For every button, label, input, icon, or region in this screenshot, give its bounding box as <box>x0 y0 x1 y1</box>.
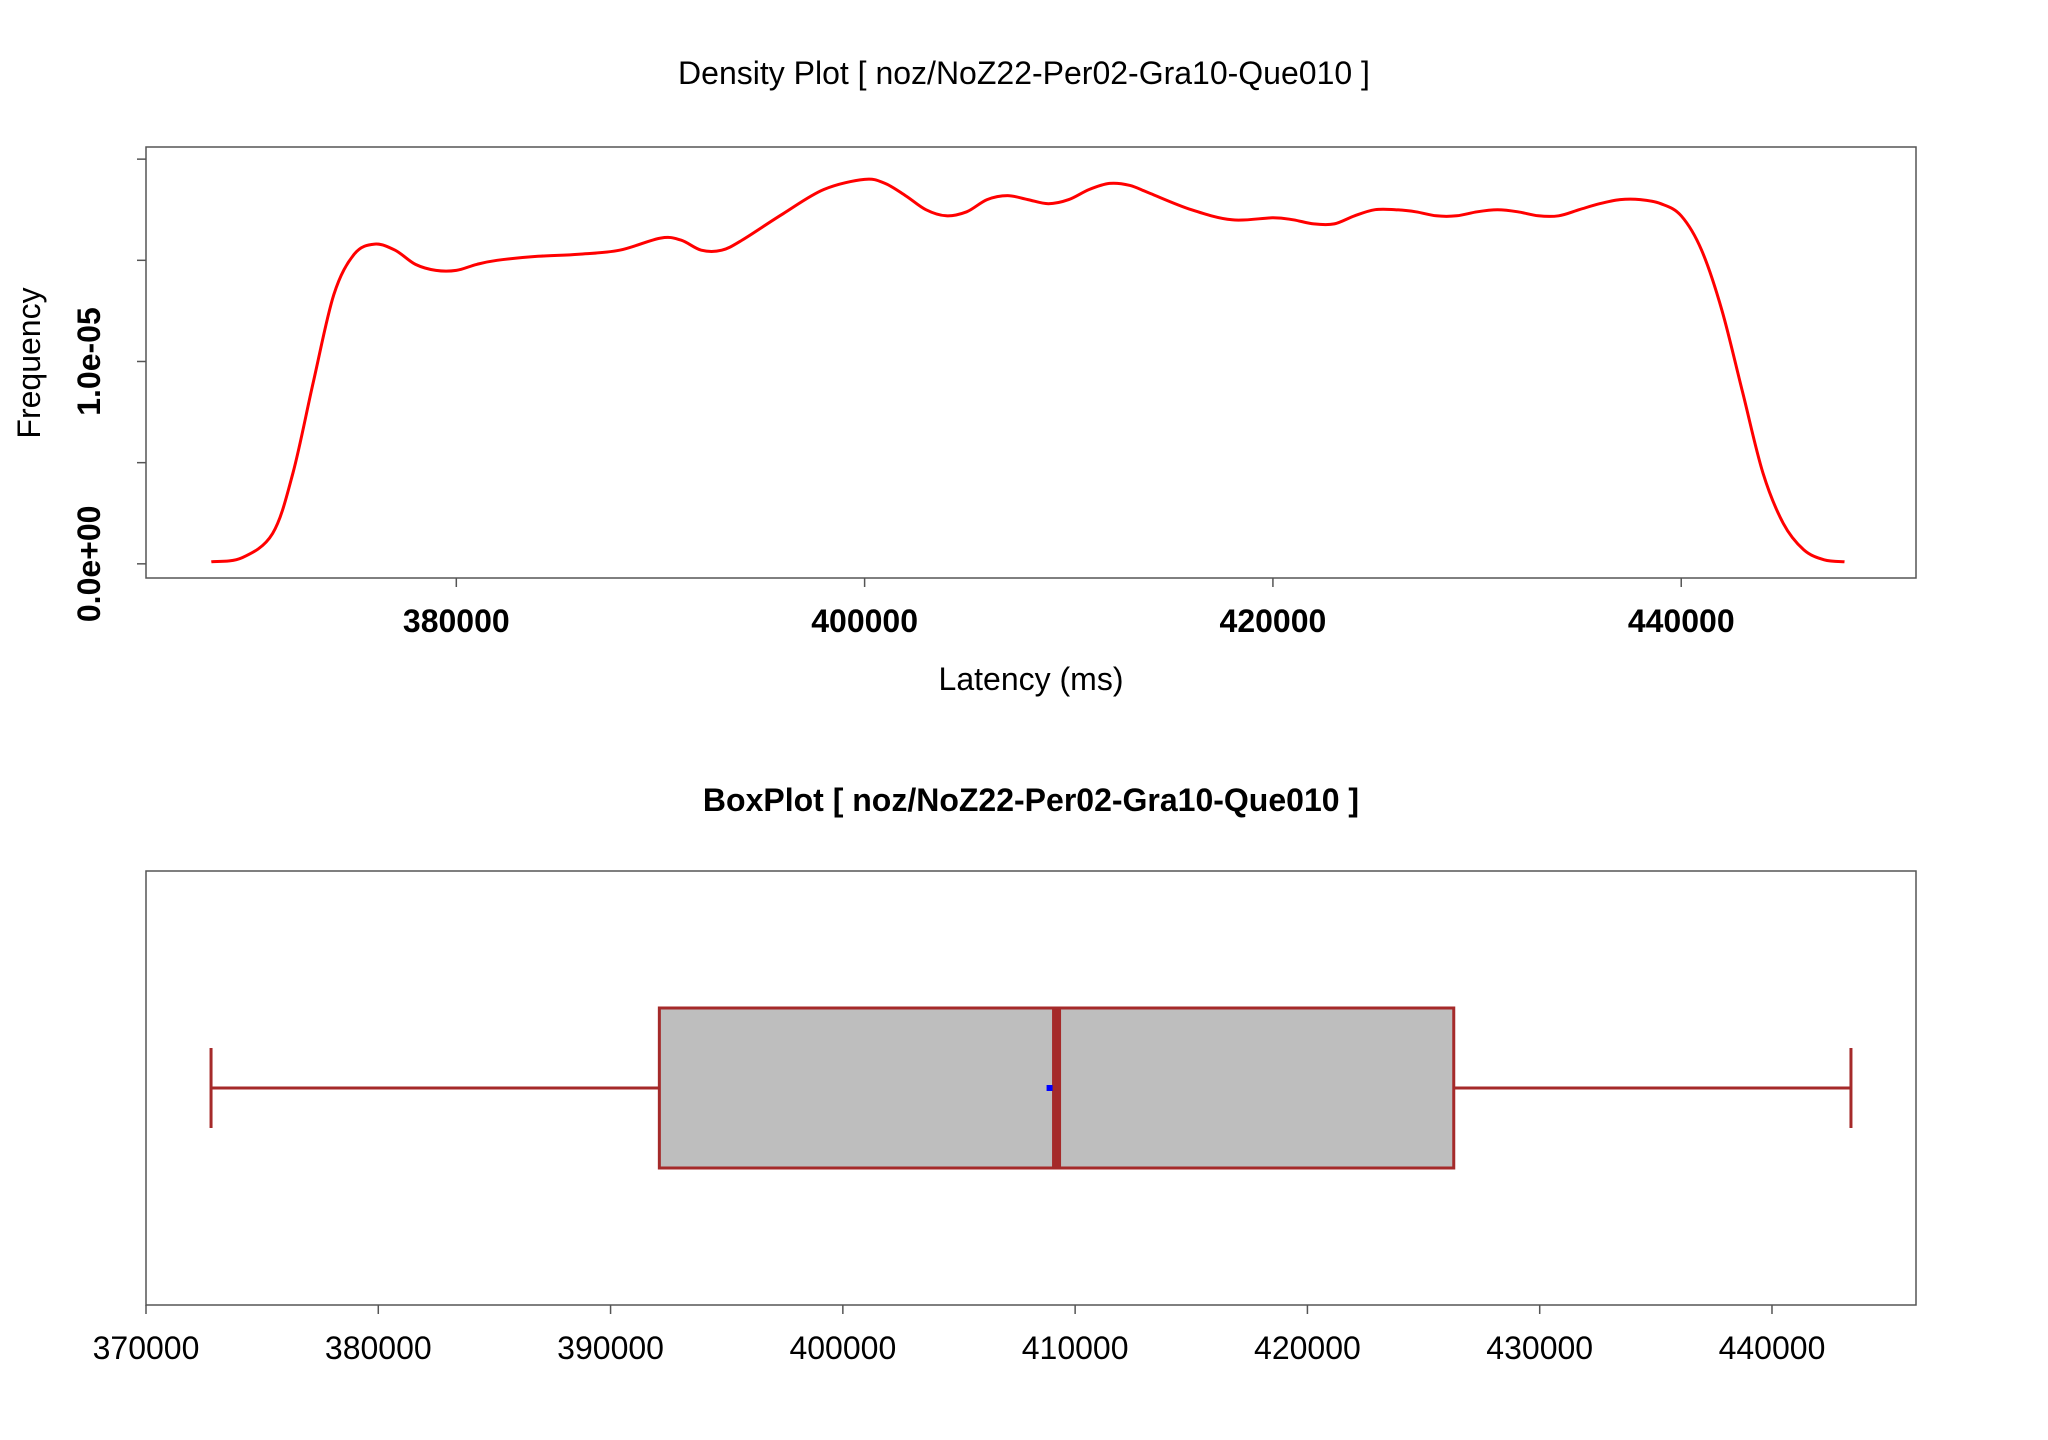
boxplot-title: BoxPlot [ noz/NoZ22-Per02-Gra10-Que010 ] <box>703 782 1359 818</box>
boxplot-x-tick-label: 380000 <box>325 1330 432 1366</box>
density-x-tick-label: 380000 <box>403 603 510 639</box>
boxplot-x-tick-label: 420000 <box>1254 1330 1361 1366</box>
boxplot-x-tick-label: 410000 <box>1022 1330 1129 1366</box>
density-x-tick-label: 420000 <box>1220 603 1327 639</box>
boxplot-x-tick-label: 390000 <box>557 1330 664 1366</box>
boxplot-frame <box>145 870 1917 1306</box>
density-curve <box>211 177 1845 564</box>
density-title: Density Plot [ noz/NoZ22-Per02-Gra10-Que… <box>678 55 1370 91</box>
boxplot-x-axis: 370000 380000 390000 400000 410000 420000 4300… <box>93 1305 1826 1366</box>
density-x-axis: 380000 400000 420000 440000 <box>403 578 1735 639</box>
density-y-label: Frequency <box>11 287 47 438</box>
density-plot-frame <box>145 146 1917 579</box>
density-y-tick-label: 0.0e+00 <box>71 506 107 623</box>
density-x-label: Latency (ms) <box>939 661 1124 697</box>
density-y-tick-label: 1.0e-05 <box>71 307 107 416</box>
boxplot-x-tick-label: 430000 <box>1486 1330 1593 1366</box>
density-x-tick-label: 440000 <box>1628 603 1735 639</box>
boxplot-x-tick-label: 400000 <box>789 1330 896 1366</box>
density-y-axis: 0.0e+00 1.0e-05 <box>71 158 146 623</box>
density-x-tick-label: 400000 <box>811 603 918 639</box>
boxplot-x-tick-label: 440000 <box>1719 1330 1826 1366</box>
mean-marker <box>1046 1085 1053 1091</box>
boxplot-marks <box>209 1006 1853 1170</box>
boxplot-x-tick-label: 370000 <box>93 1330 200 1366</box>
